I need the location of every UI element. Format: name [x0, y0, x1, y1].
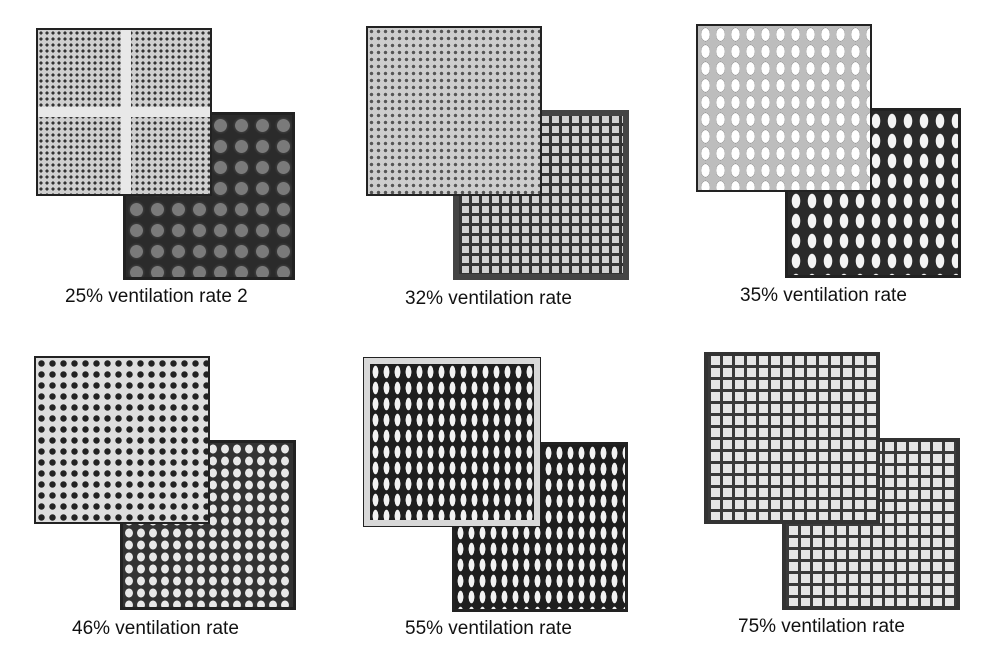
front-tile-image [366, 26, 542, 196]
front-tile-image [696, 24, 872, 192]
panel-caption: 55% ventilation rate [405, 618, 572, 639]
tile-panel-35: 35% ventilation rate [690, 20, 990, 330]
panel-caption: 35% ventilation rate [740, 285, 907, 306]
front-tile-image [363, 357, 541, 527]
tile-panel-55: 55% ventilation rate [360, 350, 660, 660]
panel-caption: 32% ventilation rate [405, 288, 572, 309]
tile-panel-46: 46% ventilation rate [30, 350, 330, 660]
panel-caption: 75% ventilation rate [738, 616, 905, 637]
front-tile-image [704, 352, 880, 524]
front-tile-image [34, 356, 210, 524]
tile-panel-25: 25% ventilation rate 2 [30, 20, 330, 330]
tile-panel-75: 75% ventilation rate [690, 350, 990, 660]
tile-panel-32: 32% ventilation rate [360, 20, 660, 330]
panel-caption: 46% ventilation rate [72, 618, 239, 639]
front-tile-image [36, 28, 212, 196]
panel-caption: 25% ventilation rate 2 [65, 286, 248, 307]
